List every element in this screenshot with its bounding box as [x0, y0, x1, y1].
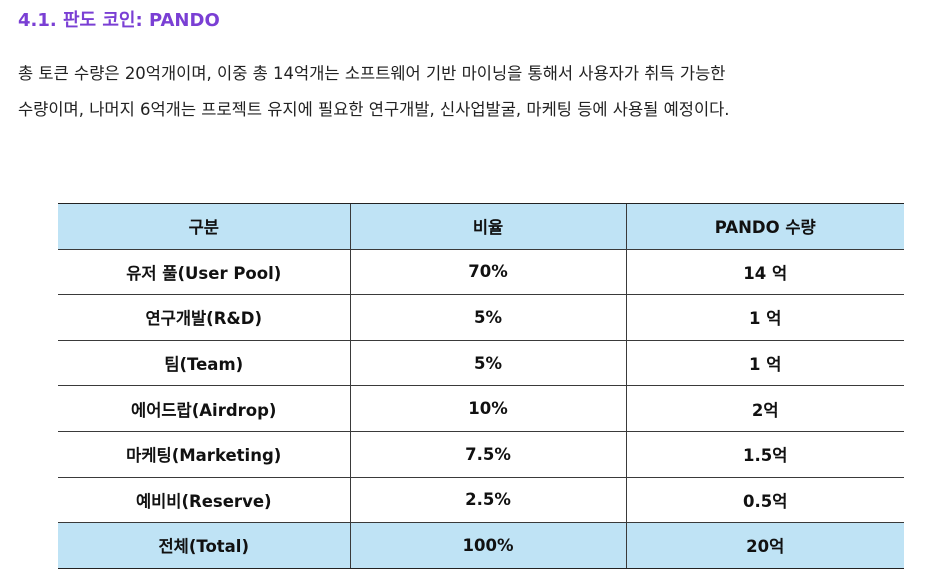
- row-category: 에어드랍(Airdrop): [58, 385, 350, 432]
- header-category: 구분: [58, 203, 350, 250]
- token-distribution-table: 구분 비율 PANDO 수량 유저 풀(User Pool) 70% 14 억 …: [58, 203, 904, 569]
- row-amount: 0.5억: [625, 476, 904, 524]
- row-category: 연구개발(R&D): [58, 294, 350, 341]
- table-row: 예비비(Reserve) 2.5% 0.5억: [58, 476, 904, 524]
- table-row: 에어드랍(Airdrop) 10% 2억: [58, 385, 904, 432]
- header-amount: PANDO 수량: [625, 203, 904, 250]
- header-ratio: 비율: [349, 203, 626, 250]
- row-amount: 1.5억: [625, 430, 904, 478]
- paragraph-line: 총 토큰 수량은 20억개이며, 이중 총 14억개는 소프트웨어 기반 마이닝…: [18, 64, 726, 83]
- table-total-row: 전체(Total) 100% 20억: [58, 522, 904, 569]
- row-ratio: 5%: [349, 339, 626, 387]
- table-row: 연구개발(R&D) 5% 1 억: [58, 294, 904, 341]
- total-amount: 20억: [625, 522, 904, 569]
- total-category: 전체(Total): [58, 522, 350, 569]
- row-ratio: 7.5%: [349, 430, 626, 478]
- total-ratio: 100%: [349, 522, 626, 569]
- row-category: 팀(Team): [58, 339, 350, 387]
- table-row: 유저 풀(User Pool) 70% 14 억: [58, 248, 904, 296]
- row-amount: 1 억: [625, 294, 904, 341]
- row-amount: 14 억: [625, 248, 904, 296]
- row-category: 마케팅(Marketing): [58, 430, 350, 478]
- intro-paragraph: 총 토큰 수량은 20억개이며, 이중 총 14억개는 소프트웨어 기반 마이닝…: [18, 56, 918, 128]
- table-row: 마케팅(Marketing) 7.5% 1.5억: [58, 430, 904, 478]
- row-amount: 1 억: [625, 339, 904, 387]
- row-ratio: 5%: [349, 294, 626, 341]
- table-header-row: 구분 비율 PANDO 수량: [58, 203, 904, 250]
- row-amount: 2억: [625, 385, 904, 432]
- paragraph-line: 수량이며, 나머지 6억개는 프로젝트 유지에 필요한 연구개발, 신사업발굴,…: [18, 100, 730, 119]
- row-category: 예비비(Reserve): [58, 476, 350, 524]
- row-ratio: 10%: [349, 385, 626, 432]
- table-row: 팀(Team) 5% 1 억: [58, 339, 904, 387]
- section-heading: 4.1. 판도 코인: PANDO: [18, 10, 220, 31]
- row-ratio: 2.5%: [349, 476, 626, 524]
- row-category: 유저 풀(User Pool): [58, 248, 350, 296]
- row-ratio: 70%: [349, 248, 626, 296]
